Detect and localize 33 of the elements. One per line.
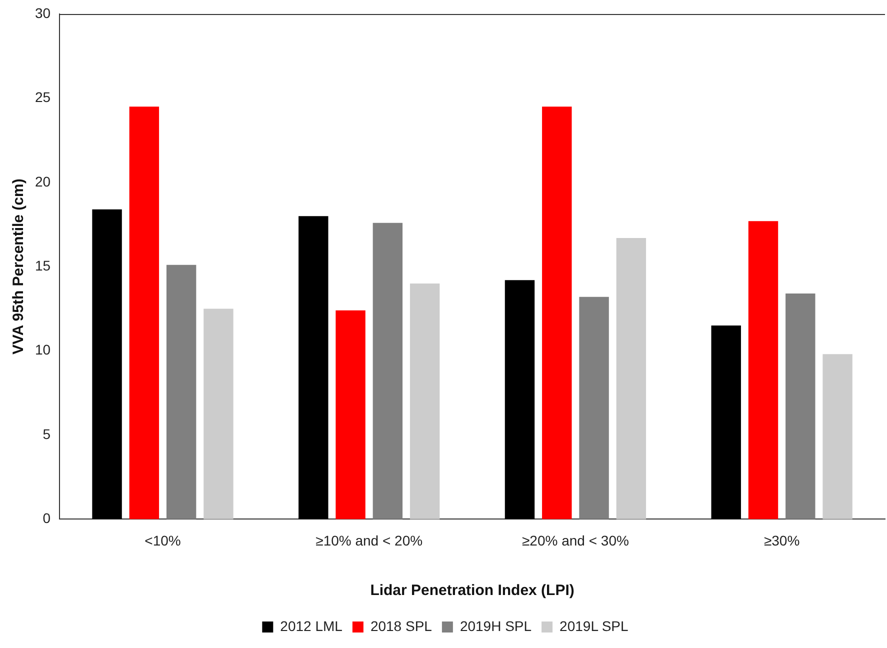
- bar: [166, 264, 196, 520]
- legend-label: 2019H SPL: [460, 618, 532, 634]
- bar: [129, 106, 160, 520]
- legend-label: 2012 LML: [280, 618, 343, 634]
- bar: [616, 238, 646, 520]
- bar: [298, 216, 328, 520]
- bar: [372, 222, 403, 520]
- x-tick-label: <10%: [144, 532, 181, 548]
- bar: [822, 354, 852, 520]
- bar: [786, 294, 816, 520]
- bar: [504, 280, 535, 520]
- y-tick-label: 5: [42, 426, 51, 442]
- y-tick-label: 15: [34, 257, 51, 274]
- bar: [748, 221, 778, 520]
- bar: [204, 308, 234, 520]
- y-tick-label: 30: [34, 4, 51, 21]
- bar: [542, 106, 572, 520]
- y-tick-label: 25: [34, 89, 51, 106]
- x-tick-label: ≥30%: [764, 532, 800, 548]
- bar: [336, 310, 366, 520]
- x-tick-label: ≥20% and < 30%: [522, 532, 629, 548]
- bar: [579, 296, 609, 520]
- bar: [92, 209, 122, 520]
- legend-label: 2018 SPL: [370, 618, 432, 634]
- legend-label: 2019L SPL: [560, 618, 629, 634]
- x-axis-title: Lidar Penetration Index (LPI): [370, 582, 574, 600]
- bar: [711, 326, 741, 520]
- x-tick-label: ≥10% and < 20%: [316, 532, 423, 548]
- y-tick-label: 10: [34, 342, 51, 358]
- y-tick-label: 20: [34, 173, 51, 190]
- bar: [410, 283, 440, 520]
- y-tick-label: 0: [42, 510, 51, 526]
- y-axis-title: VVA 95th Percentile (cm): [10, 178, 28, 355]
